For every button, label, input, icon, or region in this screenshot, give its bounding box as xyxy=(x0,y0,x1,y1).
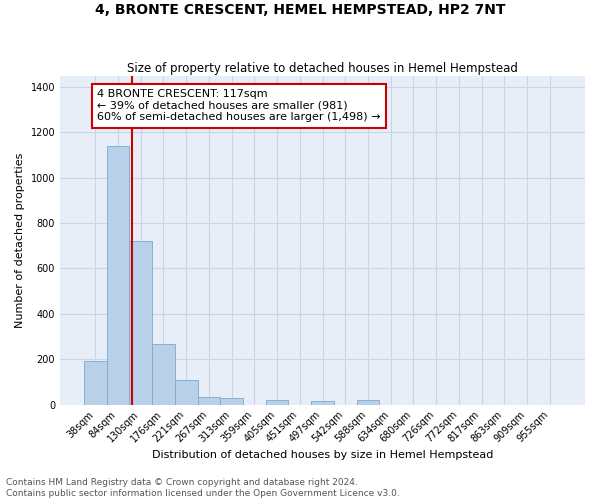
Bar xyxy=(130,242,152,404)
Title: Size of property relative to detached houses in Hemel Hempstead: Size of property relative to detached ho… xyxy=(127,62,518,74)
Bar xyxy=(356,400,379,404)
X-axis label: Distribution of detached houses by size in Hemel Hempstead: Distribution of detached houses by size … xyxy=(152,450,493,460)
Text: Contains HM Land Registry data © Crown copyright and database right 2024.
Contai: Contains HM Land Registry data © Crown c… xyxy=(6,478,400,498)
Bar xyxy=(152,344,175,405)
Bar xyxy=(175,380,197,404)
Text: 4 BRONTE CRESCENT: 117sqm
← 39% of detached houses are smaller (981)
60% of semi: 4 BRONTE CRESCENT: 117sqm ← 39% of detac… xyxy=(97,90,380,122)
Y-axis label: Number of detached properties: Number of detached properties xyxy=(15,152,25,328)
Bar xyxy=(220,398,243,404)
Text: 4, BRONTE CRESCENT, HEMEL HEMPSTEAD, HP2 7NT: 4, BRONTE CRESCENT, HEMEL HEMPSTEAD, HP2… xyxy=(95,2,505,16)
Bar xyxy=(311,400,334,404)
Bar xyxy=(84,362,107,405)
Bar xyxy=(107,146,130,405)
Bar xyxy=(197,396,220,404)
Bar xyxy=(266,400,289,404)
